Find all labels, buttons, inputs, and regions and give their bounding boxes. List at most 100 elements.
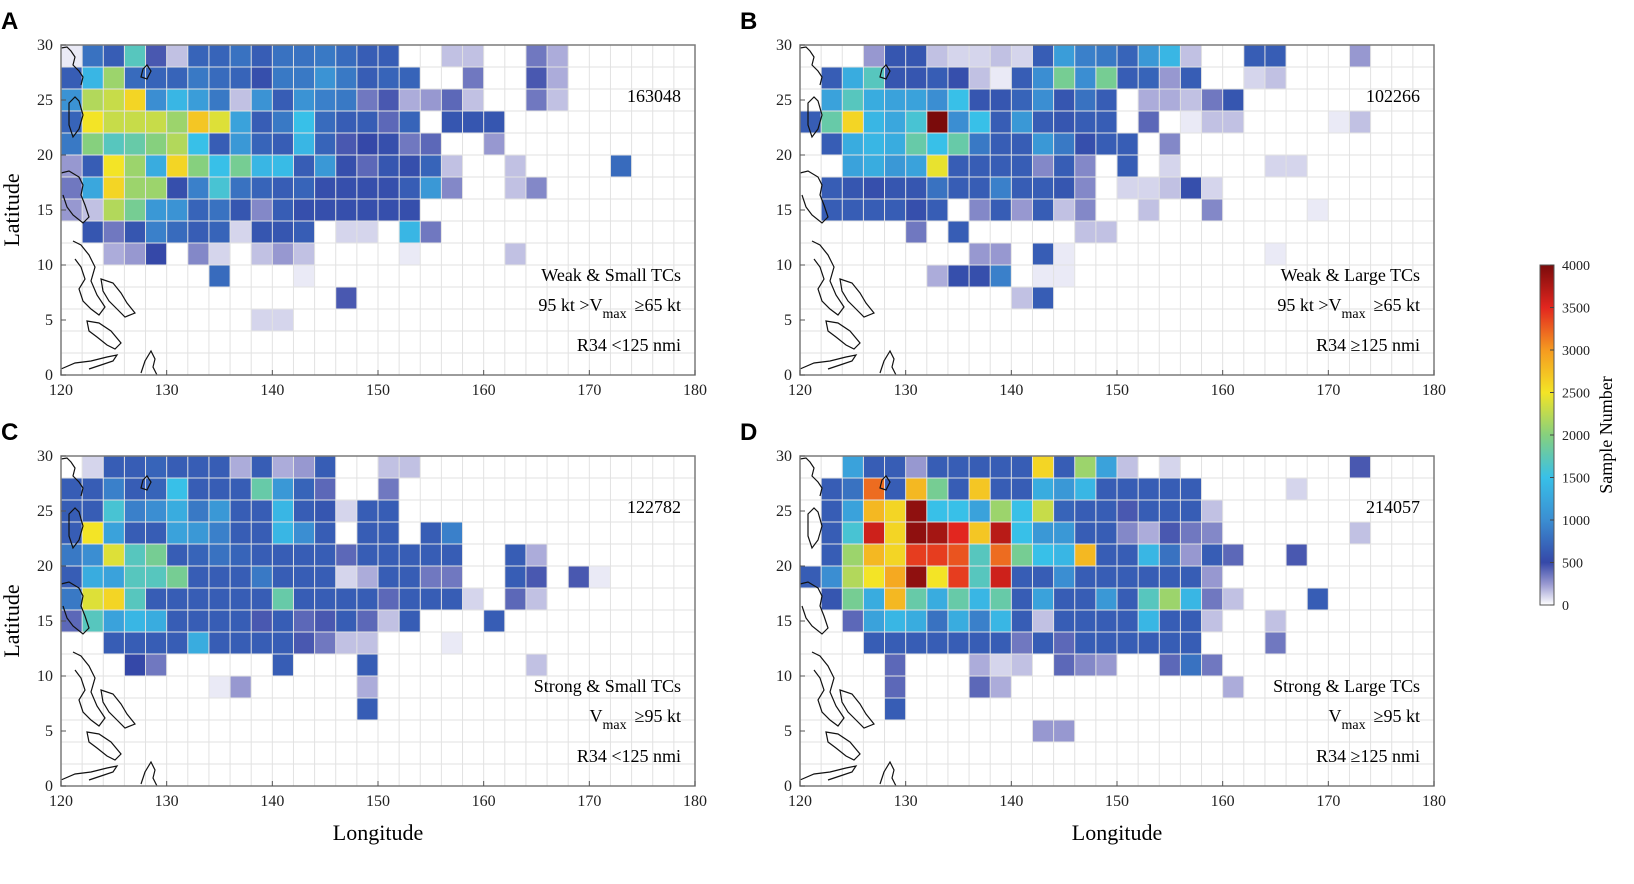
heatmap-cell — [187, 632, 209, 654]
heatmap-cell — [1095, 654, 1117, 676]
colorbar-tick-label: 1000 — [1562, 514, 1590, 529]
heatmap-cell — [1032, 265, 1054, 287]
heatmap-cell — [926, 632, 948, 654]
heatmap-cell — [82, 89, 104, 111]
coastline-path — [879, 760, 897, 787]
heatmap-cell — [208, 89, 231, 111]
heatmap-cell — [335, 610, 357, 632]
heatmap-cell — [905, 566, 927, 588]
heatmap-cell — [1349, 45, 1371, 67]
heatmap-cell — [1053, 45, 1075, 67]
heatmap-cell — [926, 45, 948, 67]
heatmap-cell — [1095, 632, 1117, 654]
heatmap-cell — [166, 632, 188, 654]
heatmap-cell — [208, 632, 231, 654]
heatmap-cell — [82, 67, 104, 89]
heatmap-cell — [990, 45, 1012, 67]
heatmap-cell — [82, 155, 104, 177]
vmax-subscript: max — [603, 718, 627, 733]
x-axis-label: Longitude — [1072, 820, 1162, 845]
heatmap-cell — [969, 654, 991, 676]
heatmap-cell — [356, 632, 378, 654]
heatmap-cell — [399, 177, 421, 199]
panel-letter: B — [740, 8, 757, 35]
heatmap-cell — [1074, 45, 1096, 67]
heatmap-cell — [378, 111, 400, 133]
heatmap-cell — [187, 544, 209, 566]
coastline-path — [68, 96, 84, 139]
heatmap-cell — [969, 632, 991, 654]
heatmap-cell — [1264, 155, 1287, 177]
heatmap-cell — [504, 588, 526, 610]
heatmap-cell — [293, 610, 315, 632]
heatmap-cell — [1307, 199, 1329, 221]
heatmap-cells — [800, 45, 1371, 309]
heatmap-cell — [1032, 133, 1054, 155]
r34-condition: R34 <125 nmi — [577, 746, 681, 766]
heatmap-cell — [905, 89, 927, 111]
heatmap-cell — [293, 500, 315, 522]
heatmap-cell — [969, 265, 991, 287]
heatmap-cell — [208, 566, 231, 588]
heatmap-cell — [399, 588, 421, 610]
heatmap-cell — [230, 221, 252, 243]
heatmap-cell — [1159, 177, 1181, 199]
y-axis-label: Latitude — [0, 584, 24, 657]
vmax-condition: 95 kt >Vmax ≥65 kt — [538, 295, 681, 322]
heatmap-cell — [884, 45, 906, 67]
heatmap-cell — [821, 111, 843, 133]
heatmap-cell — [145, 45, 167, 67]
panel-letter: C — [1, 419, 18, 446]
heatmap-cell — [1011, 287, 1033, 309]
heatmap-cell — [124, 133, 146, 155]
heatmap-cell — [399, 456, 421, 478]
x-tick-label: 140 — [999, 793, 1023, 810]
heatmap-cell — [842, 456, 864, 478]
heatmap-cell — [884, 676, 906, 698]
heatmap-cell — [821, 544, 843, 566]
heatmap-cell — [82, 500, 104, 522]
heatmap-cell — [441, 522, 463, 544]
heatmap-cell — [61, 522, 83, 544]
heatmap-cell — [504, 177, 526, 199]
heatmap-cell — [926, 89, 948, 111]
heatmap-cell — [378, 45, 400, 67]
heatmap-cell — [103, 610, 125, 632]
heatmap-cell — [293, 89, 315, 111]
heatmap-cell — [124, 221, 146, 243]
heatmap-cell — [61, 155, 83, 177]
heatmap-cell — [947, 111, 970, 133]
x-tick-label: 170 — [1316, 382, 1340, 399]
heatmap-cell — [905, 588, 927, 610]
heatmap-cell — [990, 456, 1012, 478]
heatmap-cell — [1159, 610, 1181, 632]
heatmap-cell — [208, 221, 231, 243]
x-tick-label: 120 — [49, 793, 73, 810]
heatmap-cell — [842, 111, 864, 133]
heatmap-cell — [969, 522, 991, 544]
heatmap-cell — [208, 67, 231, 89]
heatmap-cell — [314, 67, 336, 89]
vmax-condition-tail: ≥65 kt — [1374, 295, 1420, 315]
heatmap-cell — [314, 111, 336, 133]
x-tick-label: 160 — [472, 793, 496, 810]
heatmap-cell — [124, 89, 146, 111]
heatmap-cell — [863, 632, 885, 654]
heatmap-cell — [230, 522, 252, 544]
heatmap-cell — [821, 478, 843, 500]
heatmap-cell — [884, 588, 906, 610]
heatmap-cell — [1053, 500, 1075, 522]
heatmap-cell — [1349, 111, 1371, 133]
heatmap-cell — [884, 478, 906, 500]
heatmap-cell — [1011, 89, 1033, 111]
heatmap-cell — [1349, 522, 1371, 544]
heatmap-cell — [990, 89, 1012, 111]
heatmap-cell — [1074, 155, 1096, 177]
heatmap-cell — [166, 522, 188, 544]
heatmap-cell — [251, 544, 273, 566]
heatmap-cell — [124, 45, 146, 67]
heatmap-cell — [990, 111, 1012, 133]
heatmap-cell — [905, 155, 927, 177]
heatmap-cell — [272, 500, 294, 522]
heatmap-cell — [124, 588, 146, 610]
